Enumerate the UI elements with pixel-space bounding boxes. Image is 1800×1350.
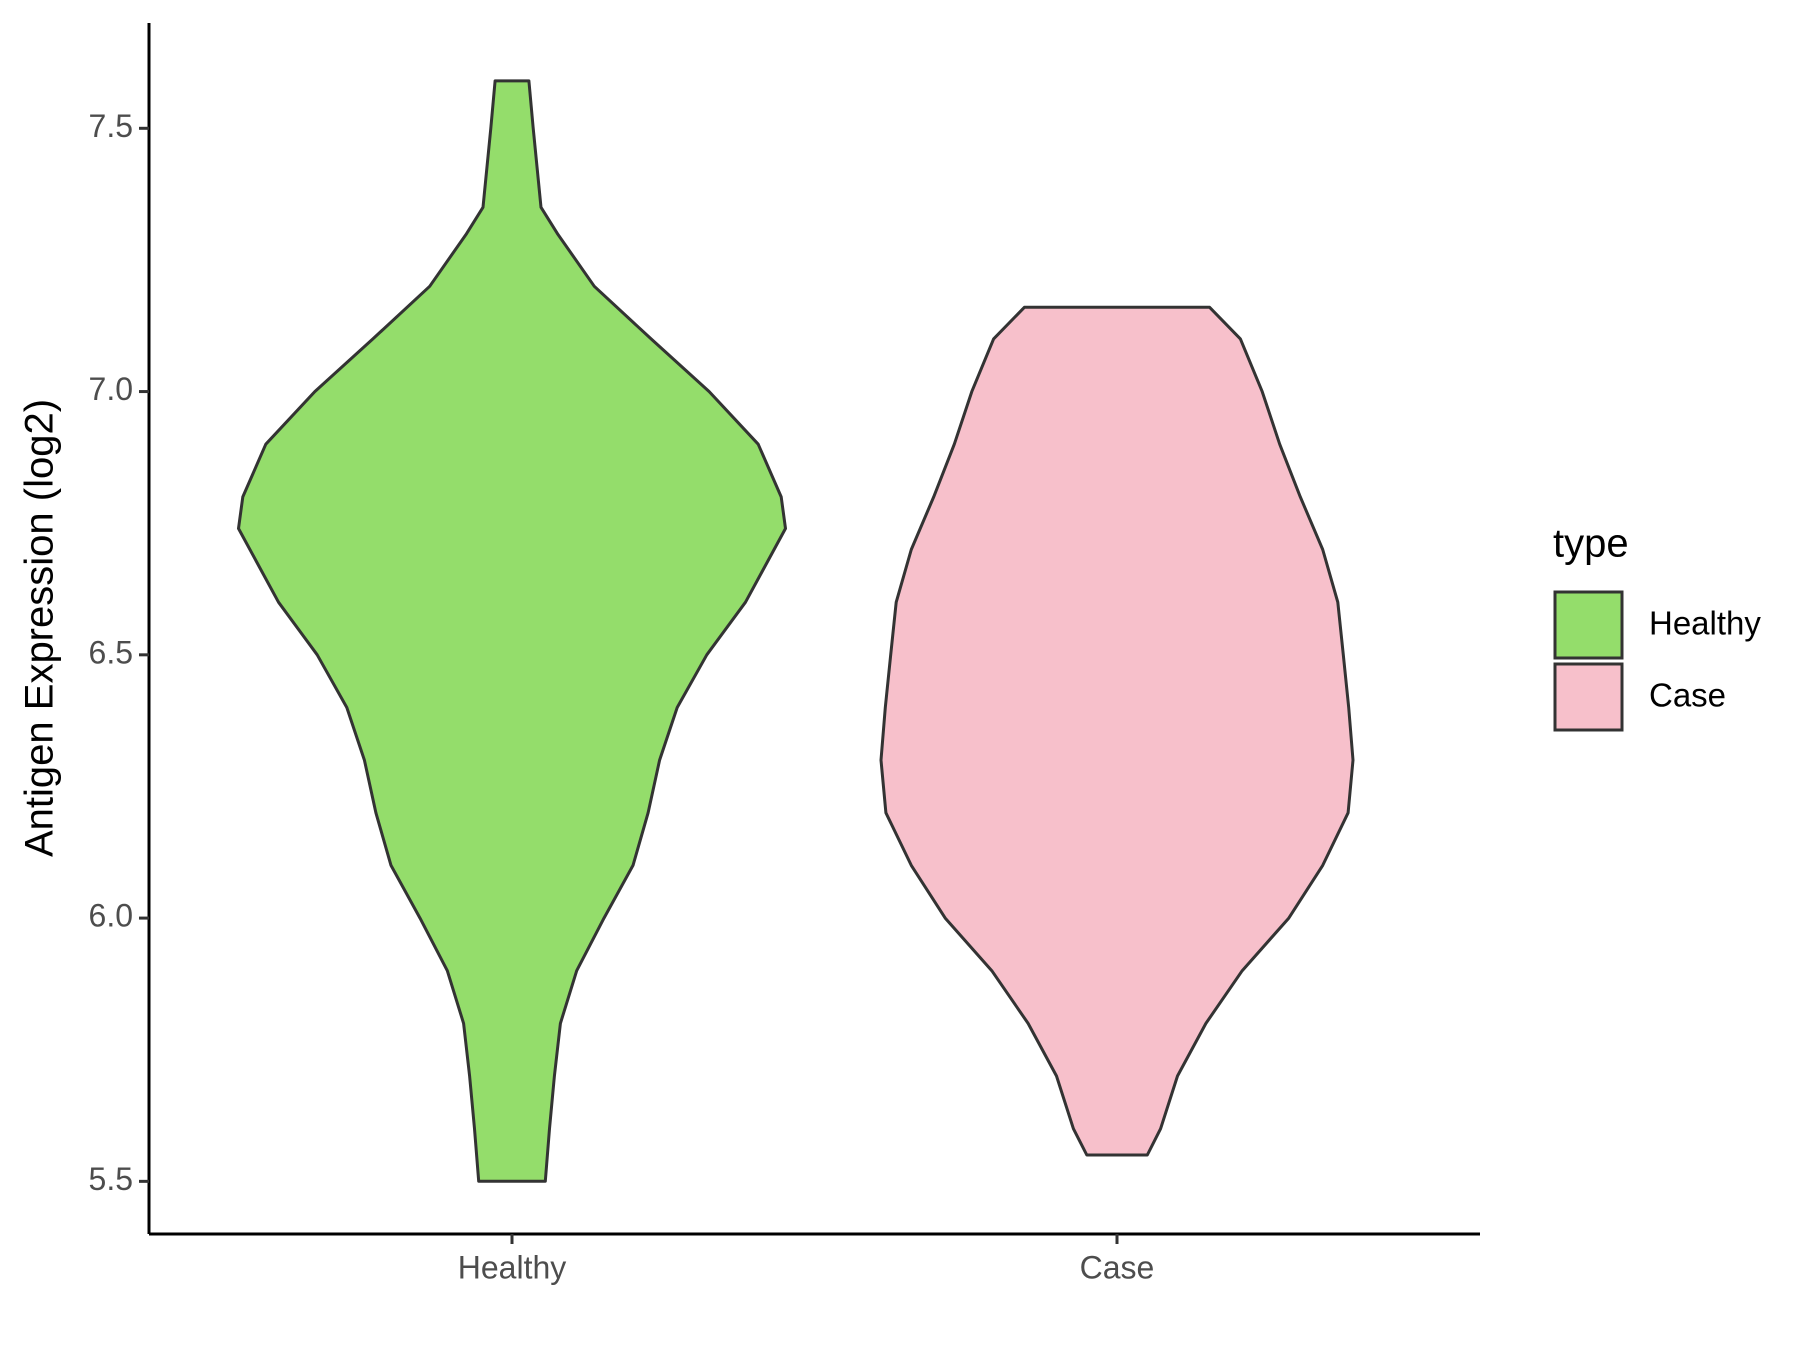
y-axis-title: Antigen Expression (log2) (18, 399, 62, 857)
x-tick-label: Case (1080, 1249, 1155, 1285)
x-tick-label: Healthy (458, 1249, 567, 1285)
legend-label: Healthy (1649, 605, 1761, 642)
y-tick-label: 6.0 (89, 898, 133, 934)
y-tick-label: 7.0 (89, 371, 133, 407)
legend-key (1553, 662, 1624, 732)
legend-title: type (1553, 522, 1629, 566)
violin (879, 305, 1355, 1157)
y-tick-label: 7.5 (89, 108, 133, 144)
y-tick-label: 6.5 (89, 634, 133, 670)
violin (237, 79, 787, 1183)
legend-key (1553, 590, 1624, 660)
y-tick-label: 5.5 (89, 1161, 133, 1197)
legend-label: Case (1649, 677, 1726, 714)
